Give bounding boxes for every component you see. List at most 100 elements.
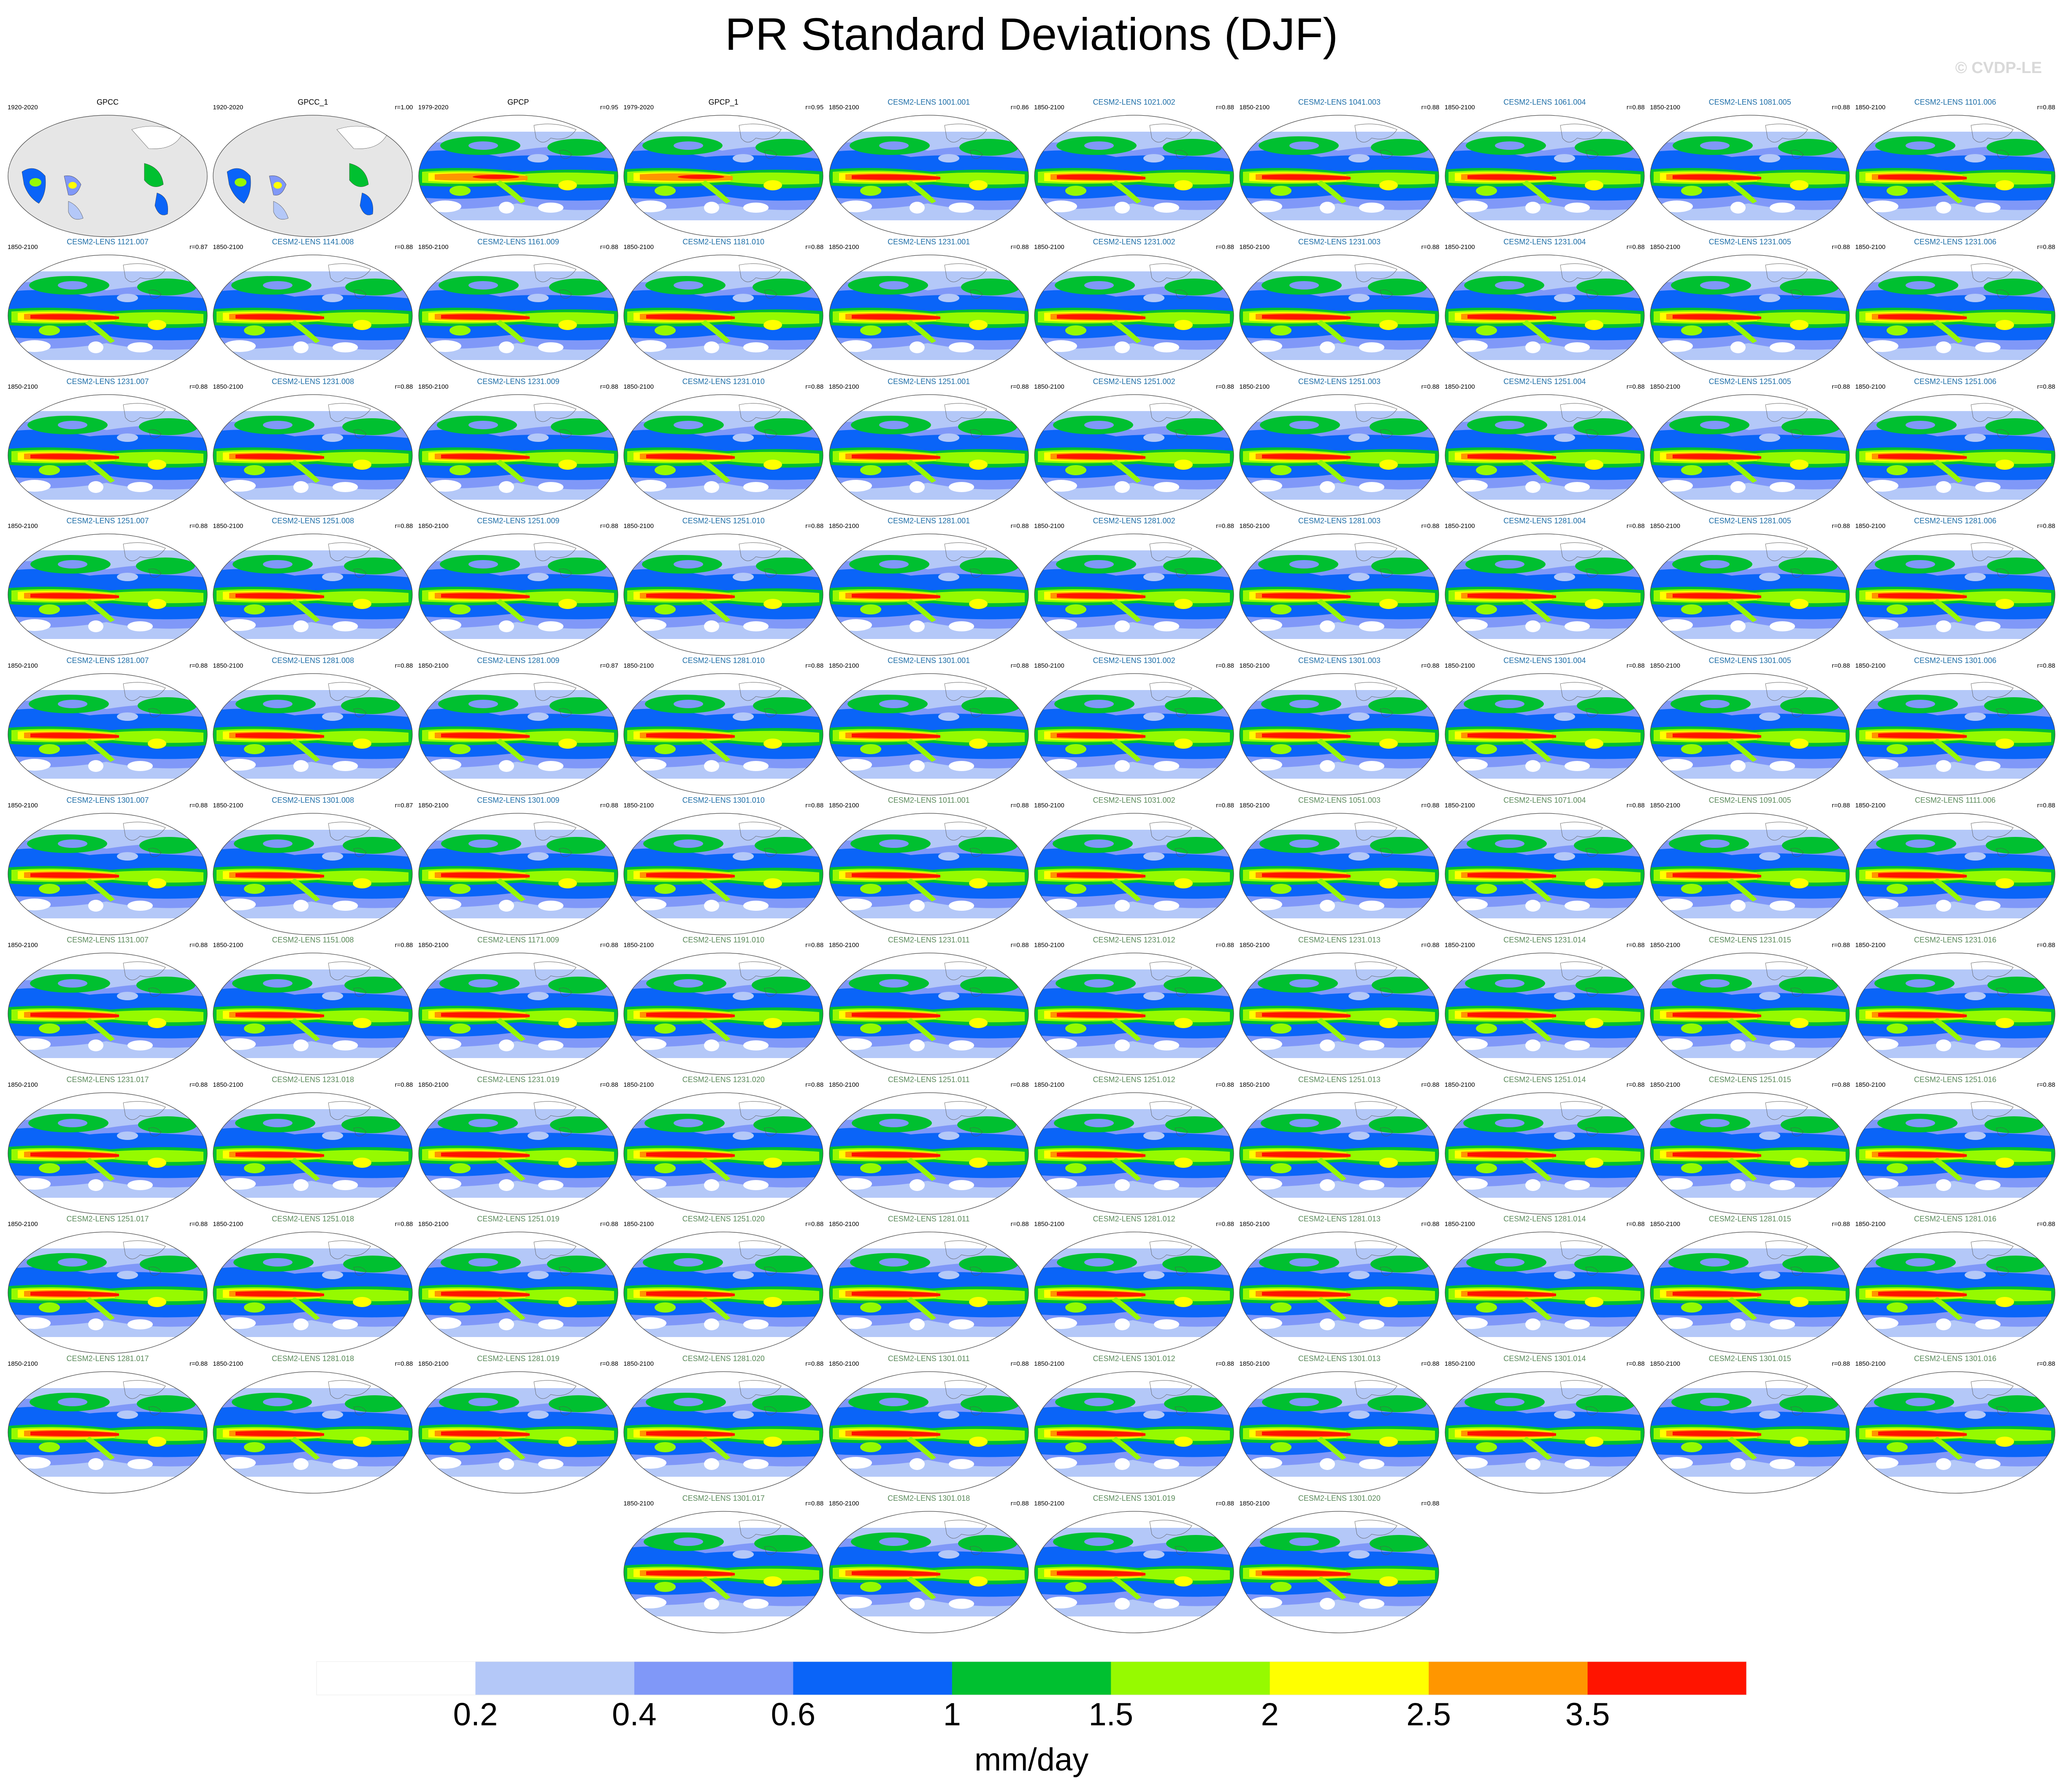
robinson-map bbox=[8, 1371, 208, 1494]
panel-correlation: r=0.88 bbox=[600, 522, 618, 530]
panel-title: GPCC_1 bbox=[298, 98, 328, 106]
panel-period: 1850-2100 bbox=[623, 1221, 654, 1228]
panel-title: CESM2-LENS 1071.004 bbox=[1503, 796, 1586, 804]
panel-period: 1850-2100 bbox=[1444, 1360, 1475, 1368]
map-panel: CESM2-LENS 1301.015 1850-2100 r=0.88 bbox=[1647, 1354, 1852, 1499]
map-panel: CESM2-LENS 1301.005 1850-2100 r=0.88 bbox=[1647, 656, 1852, 801]
map-panel: CESM2-LENS 1281.015 1850-2100 r=0.88 bbox=[1647, 1215, 1852, 1359]
robinson-map bbox=[1239, 1232, 1439, 1354]
panel-correlation: r=0.88 bbox=[1421, 941, 1440, 949]
panel-correlation: r=0.88 bbox=[1216, 1360, 1234, 1368]
panel-period: 1850-2100 bbox=[623, 243, 654, 251]
robinson-map bbox=[1034, 673, 1234, 796]
robinson-map bbox=[1650, 953, 1850, 1075]
panel-title: CESM2-LENS 1251.018 bbox=[271, 1215, 354, 1224]
map-panel: CESM2-LENS 1251.019 1850-2100 r=0.88 bbox=[416, 1215, 621, 1359]
panel-correlation: r=0.86 bbox=[1010, 104, 1029, 111]
panel-title: CESM2-LENS 1301.005 bbox=[1708, 656, 1791, 665]
robinson-map bbox=[418, 813, 618, 935]
colorbar-bin bbox=[475, 1662, 635, 1695]
panel-title: CESM2-LENS 1251.014 bbox=[1503, 1075, 1586, 1084]
panel-correlation: r=0.88 bbox=[805, 243, 824, 251]
panel-correlation: r=0.88 bbox=[1626, 383, 1645, 390]
panel-title: CESM2-LENS 1251.019 bbox=[477, 1215, 560, 1224]
map-panel: CESM2-LENS 1281.013 1850-2100 r=0.88 bbox=[1237, 1215, 1442, 1359]
map-panel: CESM2-LENS 1231.008 1850-2100 r=0.88 bbox=[210, 377, 415, 522]
panel-period: 1850-2100 bbox=[1855, 104, 1886, 111]
panel-correlation: r=0.88 bbox=[1832, 802, 1850, 809]
map-panel: CESM2-LENS 1251.005 1850-2100 r=0.88 bbox=[1647, 377, 1852, 522]
robinson-map bbox=[213, 1371, 413, 1494]
panel-correlation: r=0.88 bbox=[2037, 1081, 2055, 1088]
robinson-map bbox=[1650, 673, 1850, 796]
map-panel: CESM2-LENS 1281.005 1850-2100 r=0.88 bbox=[1647, 517, 1852, 661]
robinson-map bbox=[1239, 254, 1439, 377]
panel-title: CESM2-LENS 1231.019 bbox=[477, 1075, 560, 1084]
panel-correlation: r=0.88 bbox=[1832, 1081, 1850, 1088]
panel-period: 1850-2100 bbox=[1650, 522, 1680, 530]
robinson-map bbox=[623, 953, 823, 1075]
panel-correlation: r=0.88 bbox=[1421, 662, 1440, 670]
panel-period: 1850-2100 bbox=[1855, 662, 1886, 670]
panel-correlation: r=0.88 bbox=[805, 522, 824, 530]
panel-correlation: r=0.88 bbox=[2037, 1221, 2055, 1228]
robinson-map bbox=[623, 254, 823, 377]
panel-correlation: r=0.95 bbox=[805, 104, 824, 111]
panel-correlation: r=0.88 bbox=[1832, 1221, 1850, 1228]
panel-title: CESM2-LENS 1191.010 bbox=[682, 935, 765, 944]
panel-period: 1850-2100 bbox=[418, 522, 449, 530]
panel-title: CESM2-LENS 1141.008 bbox=[272, 237, 354, 246]
panel-title: CESM2-LENS 1301.003 bbox=[1298, 656, 1381, 665]
map-panel: CESM2-LENS 1251.004 1850-2100 r=0.88 bbox=[1442, 377, 1647, 522]
robinson-map bbox=[213, 953, 413, 1075]
panel-period: 1850-2100 bbox=[418, 1221, 449, 1228]
colorbar-bin bbox=[1429, 1662, 1588, 1695]
robinson-map bbox=[1855, 533, 2055, 656]
panel-title: CESM2-LENS 1301.008 bbox=[271, 796, 354, 804]
panel-correlation: r=0.88 bbox=[805, 383, 824, 390]
panel-period: 1850-2100 bbox=[1650, 1360, 1680, 1368]
map-panel-grid: GPCC 1920-2020 GPCC_1 1920-2020 r=1.00 GPCP 19… bbox=[5, 98, 2055, 1633]
robinson-map bbox=[828, 394, 1029, 517]
map-panel: CESM2-LENS 1301.013 1850-2100 r=0.88 bbox=[1237, 1354, 1442, 1499]
robinson-map bbox=[1445, 533, 1645, 656]
robinson-map bbox=[828, 254, 1029, 377]
panel-period: 1850-2100 bbox=[1034, 1360, 1064, 1368]
map-panel: CESM2-LENS 1231.011 1850-2100 r=0.88 bbox=[826, 936, 1032, 1080]
panel-period: 1850-2100 bbox=[623, 802, 654, 809]
panel-period: 1850-2100 bbox=[418, 802, 449, 809]
panel-period: 1850-2100 bbox=[1034, 383, 1064, 390]
map-panel: CESM2-LENS 1011.001 1850-2100 r=0.88 bbox=[826, 796, 1032, 941]
map-panel: CESM2-LENS 1251.011 1850-2100 r=0.88 bbox=[826, 1075, 1032, 1220]
robinson-map bbox=[1034, 394, 1234, 517]
panel-title: CESM2-LENS 1301.018 bbox=[888, 1494, 970, 1502]
panel-period: 1850-2100 bbox=[1034, 1081, 1064, 1088]
robinson-map bbox=[623, 115, 823, 237]
robinson-map bbox=[418, 1371, 618, 1494]
map-panel: CESM2-LENS 1251.014 1850-2100 r=0.88 bbox=[1442, 1075, 1647, 1220]
panel-period: 1850-2100 bbox=[623, 1360, 654, 1368]
panel-title: CESM2-LENS 1251.015 bbox=[1708, 1075, 1791, 1084]
map-panel: CESM2-LENS 1281.018 1850-2100 r=0.88 bbox=[210, 1354, 415, 1499]
panel-title: CESM2-LENS 1301.010 bbox=[682, 796, 765, 804]
panel-period: 1850-2100 bbox=[623, 662, 654, 670]
panel-title: CESM2-LENS 1301.006 bbox=[1914, 656, 1997, 665]
panel-title: CESM2-LENS 1251.020 bbox=[682, 1215, 765, 1224]
panel-period: 1850-2100 bbox=[1239, 1221, 1270, 1228]
panel-correlation: r=0.88 bbox=[190, 522, 208, 530]
panel-period: 1850-2100 bbox=[1650, 1221, 1680, 1228]
panel-correlation: r=0.88 bbox=[1216, 104, 1234, 111]
robinson-map bbox=[1239, 1092, 1439, 1215]
panel-title: CESM2-LENS 1251.017 bbox=[66, 1215, 149, 1224]
robinson-map bbox=[1445, 813, 1645, 935]
robinson-map bbox=[8, 394, 208, 517]
panel-period: 1850-2100 bbox=[1444, 802, 1475, 809]
robinson-map bbox=[8, 1232, 208, 1354]
panel-title: CESM2-LENS 1251.002 bbox=[1093, 377, 1175, 386]
map-panel: CESM2-LENS 1301.003 1850-2100 r=0.88 bbox=[1237, 656, 1442, 801]
panel-title: CESM2-LENS 1301.011 bbox=[888, 1354, 970, 1363]
robinson-map bbox=[1445, 394, 1645, 517]
map-panel: CESM2-LENS 1121.007 1850-2100 r=0.87 bbox=[5, 238, 210, 382]
map-panel: CESM2-LENS 1281.009 1850-2100 r=0.87 bbox=[416, 656, 621, 801]
panel-correlation: r=0.88 bbox=[395, 941, 413, 949]
